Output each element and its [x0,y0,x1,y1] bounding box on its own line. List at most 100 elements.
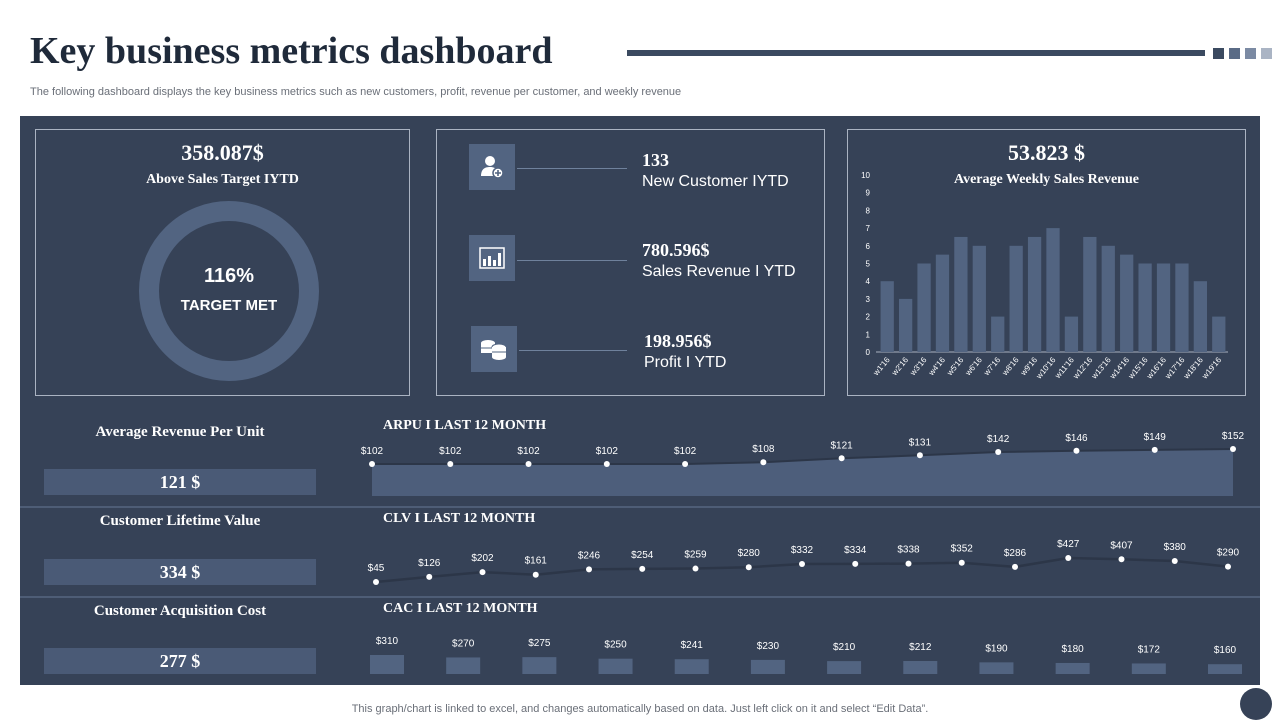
bar [1064,316,1079,352]
decor-square [1229,48,1240,59]
clv-data-label: $280 [738,548,761,559]
clv-data-label: $126 [418,558,441,569]
bar [991,316,1005,352]
clv-data-label: $427 [1057,539,1080,550]
dashboard-panel: 358.087$ Above Sales Target IYTD 116% TA… [20,116,1260,685]
cac-data-label: $275 [528,638,551,649]
clv-point [426,573,433,580]
kpi-label: Profit I YTD [644,354,727,371]
arpu-point [916,452,923,459]
arpu-data-label: $152 [1222,431,1245,442]
footer-note: This graph/chart is linked to excel, and… [351,703,929,715]
arpu-data-label: $102 [517,446,540,457]
arpu-data-label: $142 [987,434,1010,445]
bar [1120,254,1134,352]
clv-data-label: $352 [951,544,974,555]
metric-value: 121 $ [44,469,316,495]
weekly-bar-chart: 012345678910w1'16w2'16w3'16w4'16w5'16w6'… [861,171,1228,381]
bar [917,263,931,352]
arpu-point [603,461,610,467]
clv-data-label: $334 [844,545,867,556]
cac-bar [750,659,785,674]
title-rule [627,50,1205,56]
arpu-point [682,461,689,467]
kpi-connector [519,350,627,351]
arpu-data-label: $149 [1144,432,1167,443]
target-ring [139,201,319,381]
cac-data-label: $250 [604,640,627,651]
bar [880,281,894,352]
clv-point [532,571,539,578]
bar [1101,245,1115,352]
page-subtitle: The following dashboard displays the key… [30,86,682,98]
clv-data-label: $259 [684,550,707,561]
metric-label: Customer Acquisition Cost [93,603,267,619]
clv-point [373,579,379,585]
cac-bar [903,661,938,674]
arpu-point [838,455,845,462]
y-tick-label: 5 [866,260,871,269]
cac-data-label: $230 [757,641,780,652]
cac-data-label: $172 [1138,644,1161,655]
kpi-label: Sales Revenue I YTD [642,263,796,280]
bar [954,236,968,352]
trend-charts: $102 $102 $102 $102 $102 $108 $121 $131 $142 $146… [361,431,1245,674]
decor-square [1213,48,1224,59]
metric-value: 277 $ [44,648,316,674]
clv-point [799,560,805,567]
arpu-point [1073,447,1080,454]
clv-point [479,569,486,576]
arpu-point [760,459,767,466]
bar [1175,263,1189,352]
bar [1083,236,1097,352]
cac-bar [370,655,404,674]
clv-point [1171,557,1178,564]
cac-bar [1055,662,1090,674]
cac-bar [522,657,557,674]
bar [1156,263,1171,352]
arpu-data-label: $131 [909,437,932,448]
kpi-value: 780.596$ [642,240,710,260]
decor-square [1261,48,1272,59]
bar [972,245,986,352]
coins-icon [471,326,517,372]
sales-target-card: 358.087$ Above Sales Target IYTD 116% TA… [35,129,410,396]
corner-circle [1240,688,1272,720]
y-tick-label: 3 [866,295,871,304]
arpu-point [369,461,375,467]
page-title: Key business metrics dashboard [30,30,553,72]
clv-data-label: $380 [1164,542,1187,553]
cac-data-label: $270 [452,638,475,649]
row-title-clv: CLV I LAST 12 MONTH [383,511,536,526]
clv-data-label: $45 [368,563,385,574]
weekly-label: Average Weekly Sales Revenue [954,172,1139,187]
cac-bar [1131,663,1166,674]
clv-point [1065,555,1072,562]
arpu-point [525,461,532,467]
clv-point [905,560,912,567]
cac-data-label: $190 [985,643,1008,654]
row-title-cac: CAC I LAST 12 MONTH [383,601,538,616]
arpu-data-label: $102 [596,446,619,457]
metric-label: Average Revenue Per Unit [95,424,265,440]
clv-point [745,564,752,571]
clv-data-label: $161 [525,556,548,567]
bar [1046,228,1060,352]
clv-point [1012,563,1018,570]
target-percent: 116% [203,265,255,287]
cac-bar [674,659,709,674]
clv-point [958,559,965,566]
add-user-icon [469,144,515,190]
kpi-card: 133 New Customer IYTD 780.596$ Sales Rev… [436,129,825,396]
arpu-data-label: $102 [439,446,462,457]
weekly-value: 53.823 $ [1008,140,1085,165]
cac-data-label: $180 [1062,644,1085,655]
cac-bar [1208,664,1242,674]
bar [1138,263,1152,352]
kpi-label: New Customer IYTD [642,173,789,190]
clv-point [692,565,699,572]
arpu-line [372,448,1234,465]
sales-target-label: Above Sales Target IYTD [146,172,299,187]
arpu-data-label: $146 [1065,433,1088,444]
kpi-value: 133 [642,150,669,170]
